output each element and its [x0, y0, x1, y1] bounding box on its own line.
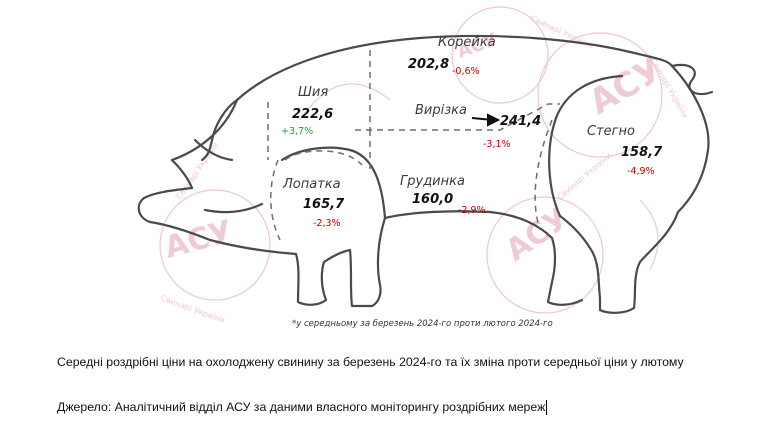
watermark-arc-text: Свинарі України — [529, 14, 594, 51]
watermark-swirl — [639, 199, 659, 271]
cut-lines — [267, 50, 560, 241]
cut-ham-change: -4,9% — [627, 166, 655, 177]
watermark-text: АСУ — [500, 201, 576, 269]
cut-loin-price: 202,8 — [408, 57, 450, 72]
cut-tenderloin-change: -3,1% — [483, 139, 511, 150]
tenderloin-arrow — [471, 113, 501, 127]
footnote: *у середньому за березень 2024-го проти … — [292, 319, 553, 329]
cut-neck-name: Шия — [298, 85, 329, 100]
pig-outline — [137, 34, 714, 314]
cut-belly-price: 160,0 — [412, 192, 454, 207]
figure-caption: Середні роздрібні ціни на охолоджену сви… — [57, 354, 757, 371]
cut-shoulder-change: -2,3% — [313, 218, 341, 229]
cut-loin-name: Корейка — [438, 35, 496, 50]
watermark-seal-bottom — [486, 196, 604, 314]
text-cursor — [546, 400, 548, 416]
watermark-arc-text: Свинарі України — [159, 293, 226, 325]
cut-neck-price: 222,6 — [292, 107, 334, 122]
source-text: Джерело: Аналітичний відділ АСУ за даним… — [57, 400, 546, 414]
watermark-swirl — [299, 83, 391, 121]
cut-shoulder-price: 165,7 — [303, 197, 345, 212]
cut-belly-change: -2,9% — [458, 205, 486, 216]
cut-ham-price: 158,7 — [621, 145, 663, 160]
cut-ham-name: Стегно — [587, 124, 635, 139]
watermark-seal-top — [451, 6, 549, 104]
cut-tenderloin-price: 241,4 — [500, 114, 542, 129]
pig-diagram: АСУ АСУ АСУ АСУ Свинарі України Свинарі … — [137, 6, 714, 329]
watermark — [159, 6, 663, 314]
cut-belly-name: Грудинка — [400, 174, 465, 189]
cut-neck-change: +3,7% — [281, 126, 314, 137]
watermark-text: АСУ — [161, 214, 236, 266]
pig-illustration: АСУ АСУ АСУ АСУ Свинарі України Свинарі … — [137, 6, 714, 325]
watermark-arc-text: Свинарі України — [556, 151, 614, 201]
caption-text: Середні роздрібні ціни на охолоджену сви… — [57, 355, 684, 369]
source-line[interactable]: Джерело: Аналітичний відділ АСУ за даним… — [57, 400, 757, 416]
watermark-seal-right — [537, 32, 663, 158]
cut-loin-change: -0,6% — [452, 66, 480, 77]
cut-tenderloin-name: Вирізка — [415, 103, 467, 118]
cut-shoulder-name: Лопатка — [283, 177, 341, 192]
watermark-seal-left — [159, 189, 271, 301]
